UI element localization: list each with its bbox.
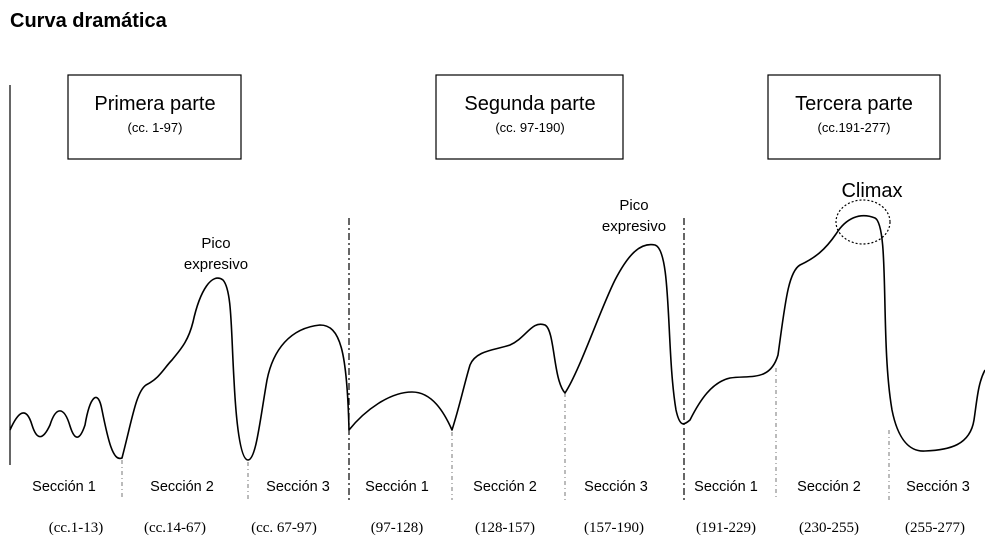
- section-dividers: [121, 368, 890, 500]
- dramatic-curve: [9, 214, 985, 461]
- part-box-2: Segunda parte (cc. 97-190): [435, 74, 624, 160]
- section-label: Sección 3: [906, 479, 970, 495]
- peak-1-label-line-2: expresivo: [184, 256, 248, 273]
- section-label: Sección 1: [365, 479, 429, 495]
- section-label: Sección 3: [266, 479, 330, 495]
- section-range: (128-157): [475, 520, 535, 536]
- section-range: (cc.14-67): [144, 520, 206, 536]
- climax-marker: [835, 199, 891, 245]
- section-range: (255-277): [905, 520, 965, 536]
- part-3-title: Tercera parte: [795, 93, 913, 115]
- section-range: (cc. 67-97): [251, 520, 317, 536]
- section-label: Sección 2: [150, 479, 214, 495]
- section-label: Sección 1: [694, 479, 758, 495]
- peak-2-label-line-1: Pico: [619, 197, 648, 214]
- section-range: (157-190): [584, 520, 644, 536]
- part-1-title: Primera parte: [94, 93, 215, 115]
- part-1-range: (cc. 1-97): [128, 120, 183, 135]
- section-range: (191-229): [696, 520, 756, 536]
- climax-label: Climax: [841, 180, 902, 202]
- section-label: Sección 1: [32, 479, 96, 495]
- section-label: Sección 3: [584, 479, 648, 495]
- part-box-3: Tercera parte (cc.191-277): [767, 74, 941, 160]
- peak-1-label-line-1: Pico: [201, 235, 230, 252]
- section-label: Sección 2: [473, 479, 537, 495]
- section-label: Sección 2: [797, 479, 861, 495]
- peak-2-label-line-2: expresivo: [602, 218, 666, 235]
- part-2-title: Segunda parte: [464, 93, 595, 115]
- section-range: (230-255): [799, 520, 859, 536]
- part-3-range: (cc.191-277): [818, 120, 891, 135]
- part-2-range: (cc. 97-190): [495, 120, 564, 135]
- section-range: (cc.1-13): [49, 520, 104, 536]
- part-box-1: Primera parte (cc. 1-97): [67, 74, 242, 160]
- page-title: Curva dramática: [10, 10, 168, 32]
- section-range: (97-128): [371, 520, 424, 536]
